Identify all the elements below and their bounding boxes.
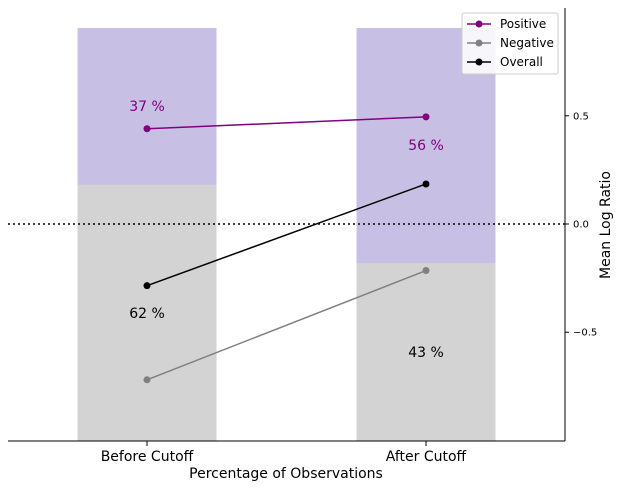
legend-label-overall: Overall	[500, 55, 543, 69]
series-point-overall-1	[422, 180, 430, 188]
bars-layer	[77, 28, 496, 441]
legend-box	[461, 12, 559, 75]
x-tick-label-1: After Cutoff	[386, 449, 467, 465]
x-ticks: Before Cutoff After Cutoff	[101, 441, 467, 465]
series-point-positive-1	[422, 113, 430, 121]
y-tick-label-2: −0.5	[573, 328, 597, 339]
series-point-negative-0	[143, 376, 151, 384]
x-tick-label-0: Before Cutoff	[101, 449, 194, 465]
positive-pct-label-1: 56 %	[408, 138, 444, 154]
series-point-positive-0	[143, 125, 151, 133]
legend-label-positive: Positive	[500, 17, 546, 31]
series-point-negative-1	[422, 267, 430, 275]
bar-negative-share-1	[356, 263, 496, 441]
legend-marker-overall	[475, 58, 483, 66]
negative-pct-label-1: 43 %	[408, 345, 444, 361]
y-ticks: 0.5 0.0 −0.5	[565, 111, 597, 339]
legend-marker-negative	[475, 39, 483, 47]
x-axis-title: Percentage of Observations	[189, 466, 383, 482]
bar-negative-share-0	[77, 184, 217, 441]
negative-pct-label-0: 62 %	[129, 306, 165, 322]
legend-label-negative: Negative	[500, 36, 554, 50]
y-tick-label-0: 0.5	[573, 111, 589, 122]
y-axis-title: Mean Log Ratio	[598, 171, 614, 279]
series-line-negative	[146, 269, 427, 381]
legend-marker-positive	[475, 20, 483, 28]
legend: Positive Negative Overall	[461, 12, 559, 75]
series-line-overall	[146, 183, 427, 287]
series-line-positive	[146, 116, 427, 130]
lines-layer	[143, 113, 430, 384]
bar-positive-share-0	[77, 28, 217, 185]
positive-pct-label-0: 37 %	[129, 99, 165, 115]
y-tick-label-1: 0.0	[573, 220, 589, 231]
series-point-overall-0	[143, 282, 151, 290]
percentage-labels: 37 % 62 % 56 % 43 %	[129, 99, 444, 361]
